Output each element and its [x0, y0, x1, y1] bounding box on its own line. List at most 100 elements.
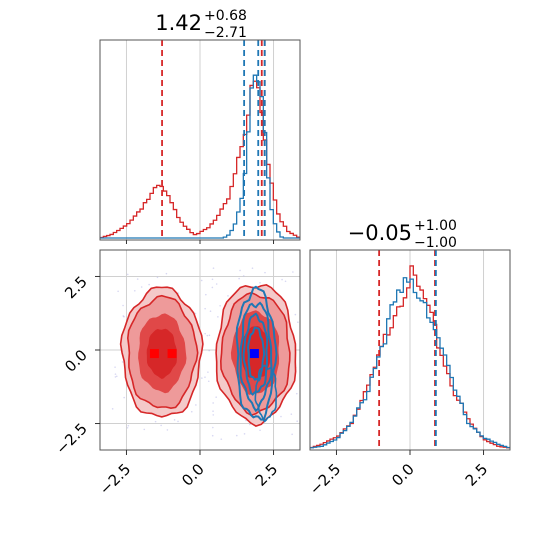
blue-contour-2 [242, 312, 269, 396]
scatter-point [160, 424, 162, 427]
top-title-lower-error: −2.71 [204, 25, 247, 41]
scatter-point [154, 420, 157, 423]
scatter-point [294, 313, 297, 316]
scatter-point [292, 271, 294, 273]
scatter-point [227, 295, 229, 297]
blue-contour-3 [246, 326, 266, 382]
scatter-point [127, 424, 130, 427]
scatter-point [165, 272, 168, 275]
scatter-point [114, 373, 117, 375]
scatter-point [245, 419, 247, 422]
scatter-point [238, 277, 240, 280]
scatter-point [251, 267, 254, 269]
scatter-point [281, 278, 283, 281]
main-y-tick-label: 0.0 [61, 346, 91, 376]
scatter-point [126, 426, 129, 429]
scatter-point [212, 402, 214, 404]
scatter-point [209, 310, 212, 313]
side-title-value: −0.05 [348, 221, 412, 245]
scatter-point [300, 271, 302, 273]
scatter-point [111, 408, 114, 410]
scatter-point [295, 392, 298, 395]
main-x-tick-label: 0.0 [178, 460, 208, 490]
blue-contour-lobe [254, 364, 278, 423]
scatter-point [212, 414, 215, 416]
mode-marker-2 [249, 349, 259, 359]
scatter-point [117, 290, 119, 293]
main-x-tick-label: −2.5 [96, 460, 134, 498]
scatter-point [211, 286, 214, 289]
scatter-point [143, 428, 146, 431]
scatter-point [235, 434, 238, 437]
side-title-lower-error: −1.00 [414, 235, 457, 251]
scatter-point [280, 415, 282, 418]
scatter-point [217, 316, 219, 318]
blue-contour-1 [239, 301, 273, 413]
scatter-point [136, 278, 139, 280]
scatter-point [204, 307, 206, 310]
scatter-point [215, 283, 218, 285]
scatter-point [243, 433, 246, 435]
scatter-point [249, 423, 251, 426]
scatter-point [242, 275, 245, 277]
main-y-tick-label: 2.5 [61, 273, 91, 303]
scatter-point [290, 413, 293, 415]
scatter-point [206, 334, 209, 337]
scatter-point [204, 376, 206, 378]
side-series-1 [310, 277, 510, 449]
scatter-point [133, 290, 136, 292]
scatter-point [123, 315, 125, 318]
scatter-point [304, 343, 306, 345]
side-x-tick-label: −2.5 [306, 460, 344, 498]
scatter-point [122, 304, 124, 307]
scatter-point [215, 396, 217, 398]
scatter-point [211, 278, 214, 281]
scatter-point [201, 377, 203, 379]
top-series-1 [100, 74, 300, 239]
side-plot-area [310, 250, 510, 450]
scatter-point [239, 269, 241, 272]
scatter-point [207, 371, 209, 373]
scatter-point [177, 292, 180, 294]
scatter-point [194, 312, 197, 315]
main-x-tick-label: 2.5 [252, 460, 282, 490]
scatter-point [114, 376, 117, 378]
side-title: −0.05 +1.00−1.00 [348, 218, 457, 251]
scatter-point [190, 410, 193, 413]
scatter-point [123, 396, 125, 399]
scatter-point [114, 366, 116, 368]
scatter-point [207, 380, 210, 383]
scatter-point [208, 334, 211, 337]
top-plot-area [100, 40, 300, 240]
side-x-tick-label: 0.0 [388, 460, 418, 490]
red-contour-0-3 [146, 328, 177, 379]
side-x-tick-label: 2.5 [462, 460, 492, 490]
scatter-point [302, 406, 304, 408]
scatter-point [115, 375, 118, 378]
scatter-point [166, 429, 169, 431]
main-plot-area [100, 250, 306, 450]
scatter-point [297, 321, 299, 323]
scatter-point [212, 267, 215, 269]
scatter-point [220, 438, 223, 440]
top-title-upper-error: +0.68 [204, 8, 247, 24]
scatter-point [204, 332, 206, 335]
scatter-point [205, 293, 207, 296]
top-title: 1.42 +0.68−2.71 [155, 8, 247, 41]
scatter-point [195, 404, 197, 406]
mode-marker-1 [167, 349, 177, 359]
main-y-tick-label: −2.5 [52, 420, 90, 458]
scatter-point [121, 361, 124, 363]
blue-contour-0 [235, 285, 278, 421]
scatter-point [140, 286, 143, 288]
scatter-point [212, 410, 214, 412]
scatter-point [212, 426, 214, 429]
scatter-point [259, 429, 261, 432]
mode-marker-0 [149, 349, 159, 359]
scatter-point [259, 281, 261, 284]
scatter-point [200, 279, 203, 282]
scatter-point [156, 276, 159, 279]
scatter-point [177, 420, 179, 423]
